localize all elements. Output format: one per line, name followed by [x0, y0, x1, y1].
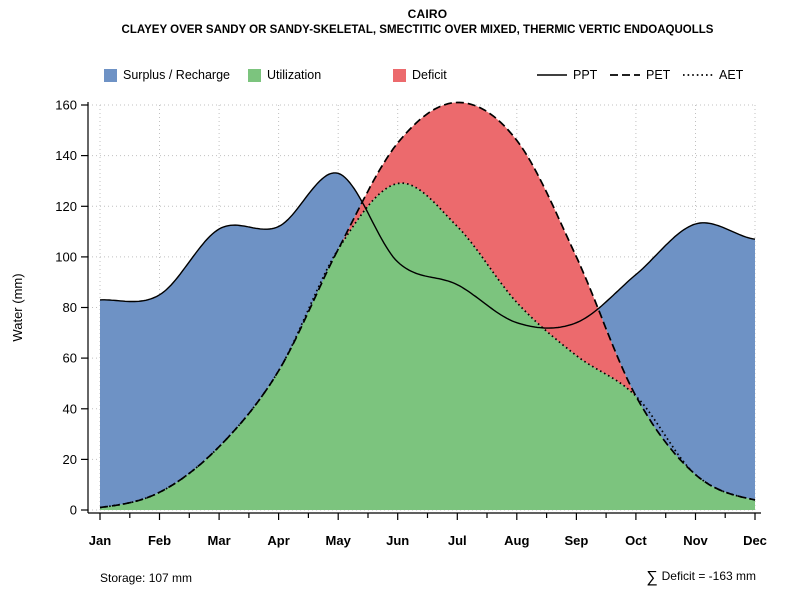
y-tick-label: 40: [63, 401, 77, 416]
legend-swatch: [104, 68, 117, 82]
dotted-line-sample-icon: [683, 74, 713, 76]
legend-swatch: [393, 68, 406, 82]
sigma-icon: ∑: [646, 569, 658, 586]
page-title: CAIRO: [407, 7, 448, 21]
y-tick-label: 160: [55, 98, 77, 113]
region-deficit: [338, 102, 636, 397]
x-tick-label: Dec: [743, 533, 767, 548]
legend-swatch: [248, 68, 261, 82]
y-tick-label: 20: [63, 452, 77, 467]
y-tick-label: 80: [63, 300, 77, 315]
legend-item-surplus-recharge: Surplus / Recharge: [104, 68, 230, 82]
x-tick-label: Jan: [89, 533, 111, 548]
x-tick-label: Feb: [148, 533, 171, 548]
chart-subtitle: CLAYEY OVER SANDY OR SANDY-SKELETAL, SME…: [121, 24, 714, 36]
y-tick-label: 60: [63, 351, 77, 366]
legend-label: Surplus / Recharge: [123, 68, 231, 82]
x-tick-label: May: [326, 533, 352, 548]
legend-label: Deficit: [412, 68, 447, 82]
deficit-sum-text: Deficit = -163 mm: [661, 569, 756, 583]
legend-label: PPT: [573, 68, 598, 82]
region-surplus-recharge: [100, 172, 755, 508]
y-tick-label: 120: [55, 199, 77, 214]
line-aet: [99, 182, 756, 509]
line-ppt: [99, 172, 756, 329]
legend-item-ppt: PPT: [537, 68, 597, 82]
dashed-line-sample-icon: [610, 74, 640, 76]
y-tick-label: 0: [70, 503, 77, 518]
y-tick-label: 140: [55, 148, 77, 163]
x-tick-label: Oct: [625, 533, 647, 548]
x-tick-label: Jul: [448, 533, 467, 548]
legend-label: PET: [646, 68, 671, 82]
x-tick-label: Apr: [267, 533, 289, 548]
storage-label: Storage: 107 mm: [100, 571, 193, 585]
x-tick-label: Aug: [504, 533, 529, 548]
solid-line-sample-icon: [537, 74, 567, 76]
x-tick-label: Mar: [208, 533, 231, 548]
legend-item-aet: AET: [683, 68, 743, 82]
y-axis-title: Water (mm): [10, 273, 25, 341]
line-pet: [99, 101, 756, 509]
legend-label: AET: [719, 68, 744, 82]
chart-legend: Surplus / Recharge Utilization Deficit PPT P…: [100, 68, 790, 86]
x-tick-label: Jun: [386, 533, 409, 548]
legend-item-deficit: Deficit: [393, 68, 447, 82]
legend-label: Utilization: [267, 68, 322, 82]
x-tick-label: Nov: [683, 533, 708, 548]
deficit-sum-label: ∑ Deficit = -163 mm: [480, 569, 756, 587]
x-tick-label: Sep: [564, 533, 588, 548]
legend-item-pet: PET: [610, 68, 670, 82]
y-tick-label: 100: [55, 249, 77, 264]
legend-item-utilization: Utilization: [248, 68, 321, 82]
region-utilization: [100, 183, 755, 510]
